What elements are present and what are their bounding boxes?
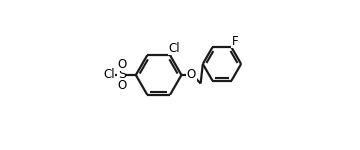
Text: S: S [118,69,126,81]
Text: Cl: Cl [168,42,180,55]
Text: O: O [187,69,196,81]
Text: O: O [117,79,126,92]
Text: Cl: Cl [103,69,115,81]
Text: O: O [117,58,126,71]
Text: F: F [232,34,239,48]
